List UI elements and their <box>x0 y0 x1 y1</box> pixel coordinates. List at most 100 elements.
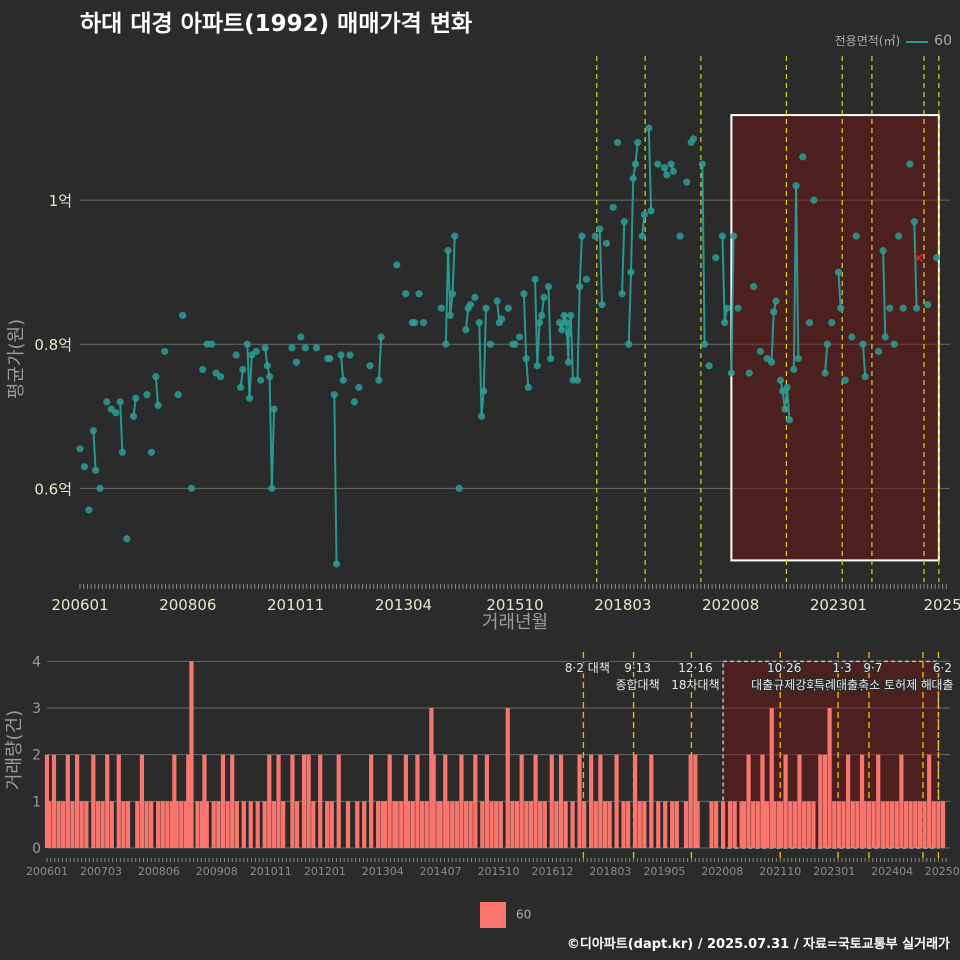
price-point <box>511 340 519 348</box>
volume-bar <box>290 754 295 848</box>
volume-bar <box>802 801 807 848</box>
volume-bar <box>727 801 733 848</box>
volume-bar <box>241 801 246 848</box>
volume-bar <box>663 801 668 848</box>
volume-bar <box>56 801 61 848</box>
price-point <box>861 373 869 381</box>
price-point <box>910 218 918 226</box>
volume-bar <box>797 754 802 848</box>
volume-bar <box>542 801 547 848</box>
volume-bar <box>484 754 490 848</box>
price-point <box>627 268 635 276</box>
price-xtick-label: 201803 <box>594 596 651 614</box>
price-point <box>618 290 626 298</box>
price-line-segment <box>882 250 887 338</box>
volume-bar <box>788 801 793 848</box>
price-point <box>199 365 207 374</box>
volume-bar <box>922 801 927 848</box>
volume-bar <box>211 801 216 848</box>
price-point <box>411 319 419 327</box>
price-point <box>899 304 907 312</box>
volume-bar <box>633 754 638 848</box>
volume-xtick-label: 201612 <box>532 865 574 878</box>
price-point <box>770 308 778 316</box>
price-xtick-label: 200806 <box>159 596 216 614</box>
price-point <box>477 412 486 420</box>
volume-bar <box>459 754 464 848</box>
price-point <box>466 300 474 309</box>
policy-label: 1·3 <box>833 661 852 675</box>
volume-bar <box>871 801 876 848</box>
price-line-segment <box>598 228 603 305</box>
volume-xtick-label: 200601 <box>26 865 68 878</box>
price-point <box>776 376 785 384</box>
policy-label: 9·7 <box>863 661 882 675</box>
price-point <box>634 138 642 147</box>
volume-bar <box>674 801 679 848</box>
volume-bar <box>311 801 316 848</box>
price-point <box>785 416 793 424</box>
price-point <box>118 448 126 456</box>
price-yaxis-label: 평균가(원) <box>6 319 27 399</box>
volume-bar <box>554 801 559 848</box>
volume-ytick-label: 2 <box>32 748 41 764</box>
price-line-segment <box>576 286 581 381</box>
price-point <box>645 124 653 132</box>
price-point <box>446 311 454 319</box>
price-point <box>292 358 300 366</box>
price-point <box>261 344 269 352</box>
price-point <box>415 290 423 298</box>
price-point <box>112 409 120 417</box>
price-point <box>576 282 584 291</box>
volume-bar <box>51 754 57 848</box>
volume-xtick-label: 202110 <box>759 865 801 878</box>
price-point <box>123 535 131 543</box>
price-point <box>781 405 789 413</box>
price-point <box>301 344 309 352</box>
volume-bar <box>832 801 837 848</box>
volume-ytick-label: 3 <box>32 701 41 717</box>
volume-bar <box>899 754 904 848</box>
price-point <box>689 135 698 143</box>
volume-bar <box>406 801 411 848</box>
volume-bar <box>876 754 881 848</box>
volume-bar <box>380 801 385 848</box>
volume-bar <box>160 801 165 848</box>
price-point <box>734 304 742 312</box>
price-point <box>705 362 713 370</box>
volume-bar <box>325 801 330 848</box>
price-line-segment <box>449 293 454 316</box>
volume-bar <box>885 801 890 848</box>
volume-bar <box>91 754 96 848</box>
price-line-segment <box>377 336 383 381</box>
volume-bar <box>473 754 478 848</box>
volume-bar <box>450 801 455 848</box>
price-point <box>558 326 566 334</box>
price-point <box>629 174 637 183</box>
price-point <box>794 355 802 363</box>
price-point <box>727 369 735 377</box>
volume-xtick-label: 201510 <box>478 865 520 878</box>
price-point <box>270 405 278 413</box>
volume-bar <box>174 801 179 848</box>
price-point <box>663 171 671 179</box>
volume-bar <box>195 801 200 848</box>
price-point <box>660 164 669 172</box>
price-point <box>667 160 675 168</box>
price-point <box>638 232 646 240</box>
volume-bar <box>607 801 612 848</box>
price-point <box>174 391 182 399</box>
price-point <box>504 304 512 312</box>
price-point <box>890 340 898 348</box>
price-point <box>89 427 97 435</box>
volume-bar <box>695 801 700 848</box>
volume-xtick-label: 201905 <box>643 865 685 878</box>
volume-xtick-label: 201407 <box>420 865 462 878</box>
volume-bar <box>95 801 101 848</box>
volume-bar <box>355 801 360 848</box>
volume-bar <box>760 754 765 848</box>
price-point <box>515 333 524 341</box>
price-line-segment <box>451 236 456 294</box>
price-xtick-label: 2025 <box>923 596 960 614</box>
price-point <box>852 232 860 240</box>
